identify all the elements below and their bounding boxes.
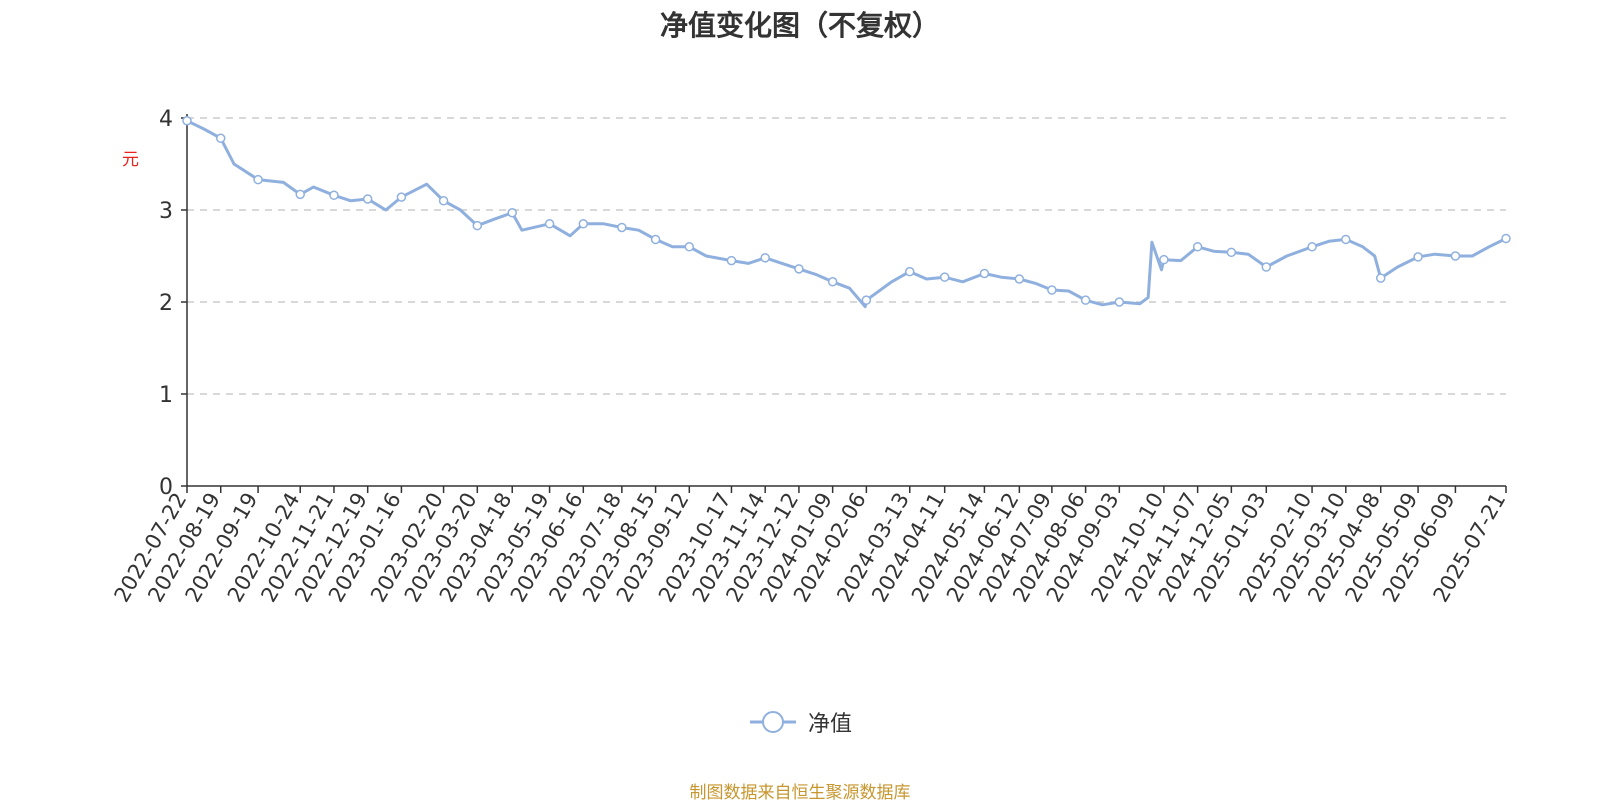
data-point	[1375, 273, 1386, 283]
data-point	[726, 255, 737, 266]
data-point	[904, 266, 915, 277]
y-tick-labels: 0 1 2 3 4	[159, 107, 173, 500]
data-point	[1192, 242, 1203, 252]
y-tick-label: 1	[159, 383, 173, 408]
data-point	[1080, 295, 1091, 305]
y-axis-label: 元	[118, 150, 138, 167]
data-point	[329, 190, 339, 201]
data-point	[1226, 247, 1237, 258]
data-point	[1159, 254, 1169, 265]
data-point	[544, 219, 555, 229]
data-point	[827, 277, 838, 287]
data-point	[215, 133, 226, 143]
data-point	[1413, 252, 1423, 262]
data-point	[650, 234, 661, 245]
series-layer	[182, 116, 1511, 309]
legend-label: 净值	[807, 712, 852, 737]
y-tick-label: 4	[159, 107, 173, 132]
series-line	[186, 119, 1507, 309]
data-point	[1014, 274, 1025, 284]
data-point	[1307, 242, 1317, 252]
data-point	[861, 295, 872, 305]
axes	[181, 114, 1507, 493]
source-note: 制图数据来自恒生聚源数据库	[689, 783, 911, 803]
grid-lines	[187, 117, 1506, 395]
data-point	[362, 194, 373, 204]
data-point	[1261, 262, 1272, 272]
data-point	[578, 219, 589, 229]
legend[interactable]: 净值	[0, 706, 1600, 741]
chart-title: 净值变化图（不复权）	[659, 9, 940, 42]
data-point	[253, 174, 263, 185]
data-point	[1047, 285, 1057, 295]
data-point	[617, 222, 627, 233]
y-tick-label: 3	[159, 199, 173, 224]
data-point	[684, 242, 695, 252]
data-point	[760, 253, 770, 263]
data-point	[507, 208, 517, 218]
data-point	[979, 268, 990, 279]
data-point	[1501, 233, 1511, 244]
data-point	[472, 220, 483, 231]
y-tick-label: 0	[159, 475, 173, 500]
data-point	[1341, 234, 1351, 245]
data-point	[438, 196, 449, 206]
data-point	[1114, 297, 1125, 307]
legend-marker-icon	[749, 711, 796, 733]
x-tick-labels: 2022-07-222022-08-192022-09-192022-10-24…	[110, 488, 1511, 606]
data-point	[182, 116, 192, 126]
y-tick-label: 2	[159, 291, 173, 316]
data-point	[295, 189, 305, 200]
data-point	[794, 264, 804, 274]
data-point	[939, 272, 950, 282]
data-point	[396, 192, 407, 202]
data-point	[1450, 251, 1461, 261]
